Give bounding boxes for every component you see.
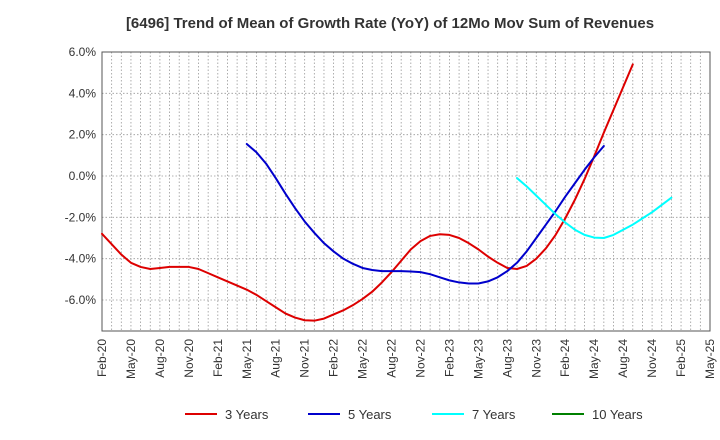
x-tick-label: Feb-21 [211, 339, 225, 377]
x-tick-label: May-25 [703, 339, 717, 379]
y-tick-label: 6.0% [69, 45, 97, 59]
x-tick-label: Feb-23 [442, 339, 456, 377]
chart-title: [6496] Trend of Mean of Growth Rate (YoY… [126, 15, 654, 32]
y-tick-label: 0.0% [69, 169, 97, 183]
x-tick-label: May-20 [124, 339, 138, 379]
x-tick-label: Feb-24 [558, 339, 572, 377]
x-tick-label: Feb-20 [95, 339, 109, 377]
x-tick-label: Feb-25 [674, 339, 688, 377]
series-lines [101, 63, 673, 322]
grid [102, 51, 710, 331]
x-tick-label: May-24 [587, 339, 601, 379]
x-tick-label: Nov-24 [645, 339, 659, 378]
plot-frame [101, 51, 711, 332]
legend-label-5-years: 5 Years [348, 407, 392, 422]
legend-label-7-years: 7 Years [472, 407, 516, 422]
x-tick-label: Aug-20 [153, 339, 167, 378]
x-tick-label: Aug-23 [500, 339, 514, 378]
series-line-7-years [515, 177, 673, 239]
series-line-5-years [245, 142, 605, 285]
x-tick-label: Nov-22 [413, 339, 427, 378]
x-tick-label: May-21 [240, 339, 254, 379]
x-tick-label: Aug-22 [385, 339, 399, 378]
x-tick-label: Aug-21 [269, 339, 283, 378]
x-tick-label: Nov-20 [182, 339, 196, 378]
x-tick-label: Nov-21 [298, 339, 312, 378]
y-tick-label: 4.0% [69, 86, 97, 100]
x-tick-label: Nov-23 [529, 339, 543, 378]
y-tick-label: -6.0% [65, 293, 97, 307]
series-line-3-years [101, 63, 634, 322]
legend-label-3-years: 3 Years [225, 407, 269, 422]
x-tick-label: Feb-22 [327, 339, 341, 377]
x-tick-label: Aug-24 [616, 339, 630, 378]
legend: 3 Years 5 Years 7 Years 10 Years [185, 407, 643, 422]
y-tick-label: -4.0% [65, 252, 97, 266]
axes: 6.0% 4.0% 2.0% 0.0% -2.0% -4.0% -6.0% Feb-20 May… [65, 45, 717, 379]
x-tick-label: May-22 [356, 339, 370, 379]
y-tick-label: 2.0% [69, 128, 97, 142]
legend-label-10-years: 10 Years [592, 407, 643, 422]
y-tick-label: -2.0% [65, 210, 97, 224]
x-tick-label: May-23 [471, 339, 485, 379]
